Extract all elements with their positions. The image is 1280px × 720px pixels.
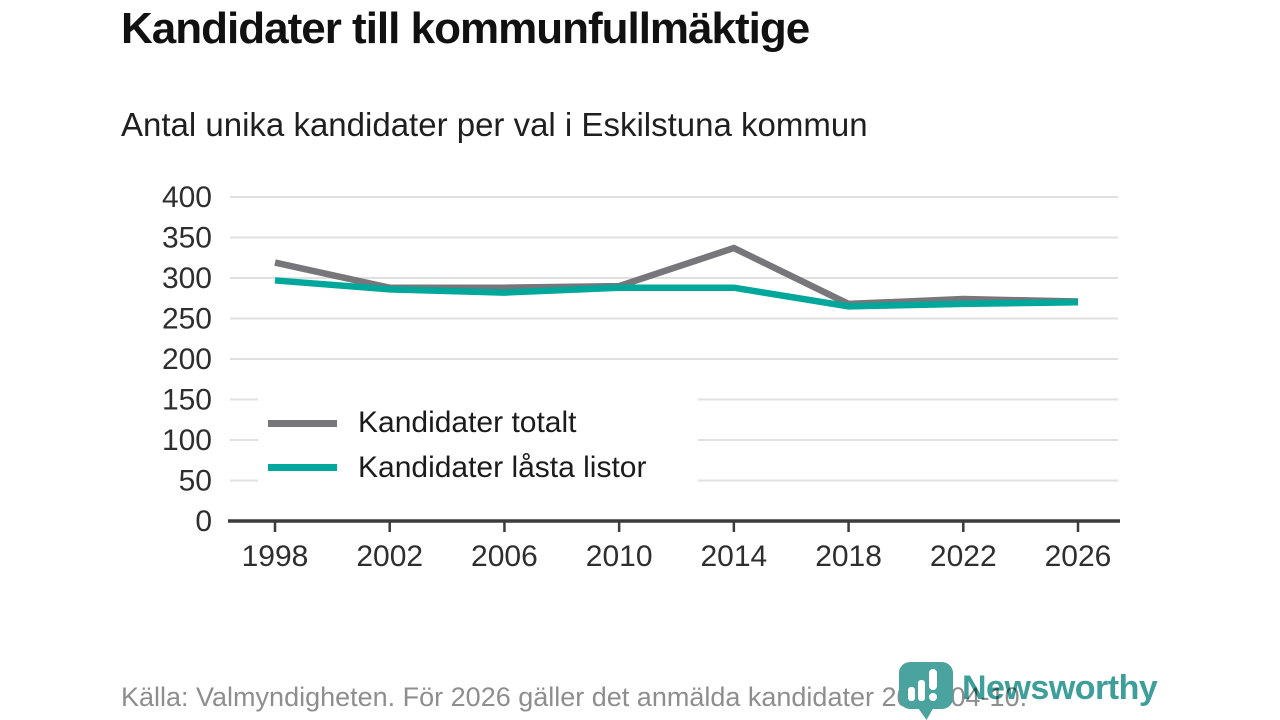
y-axis-tick-label: 50 xyxy=(179,465,212,498)
y-axis-tick-label: 250 xyxy=(162,303,212,336)
series-line-kandidater-totalt xyxy=(274,244,1079,308)
x-axis-tick-label: 2010 xyxy=(586,540,653,573)
x-axis-tick-label: 2026 xyxy=(1045,540,1112,573)
legend-label-locked-lists: Kandidater låsta listor xyxy=(358,450,647,484)
x-axis-tick-label: 2006 xyxy=(471,540,538,573)
x-axis-tick-label: 2002 xyxy=(356,540,423,573)
y-axis-tick-label: 350 xyxy=(162,222,212,255)
y-axis-tick-label: 100 xyxy=(162,424,212,457)
legend-item-total: Kandidater totalt xyxy=(258,406,698,440)
newsworthy-wordmark: Newsworthy xyxy=(962,669,1158,707)
legend-swatch-total xyxy=(268,419,337,427)
legend-item-locked-lists: Kandidater låsta listor xyxy=(258,451,698,485)
legend-swatch-locked-lists xyxy=(268,464,337,472)
x-axis-tick-label: 1998 xyxy=(242,540,309,573)
page-title: Kandidater till kommunfullmäktige xyxy=(121,4,810,53)
x-axis-tick-label: 2018 xyxy=(815,540,882,573)
series-line-kandidater-l-sta-listor xyxy=(274,277,1079,310)
legend-label-total: Kandidater totalt xyxy=(358,406,577,440)
y-axis-tick-label: 0 xyxy=(195,505,212,538)
x-axis-tick-label: 2014 xyxy=(700,540,767,573)
chart-legend: Kandidater totalt Kandidater låsta listo… xyxy=(258,396,698,495)
y-axis-tick-label: 200 xyxy=(162,343,212,376)
y-axis-tick-label: 150 xyxy=(162,384,212,417)
newsworthy-logo: Newsworthy xyxy=(898,661,1158,720)
source-note: Källa: Valmyndigheten. För 2026 gäller d… xyxy=(121,682,1028,712)
newsworthy-chart-bubble-icon xyxy=(899,662,953,720)
y-axis-tick-label: 300 xyxy=(162,262,212,295)
y-axis-tick-label: 400 xyxy=(162,181,212,214)
line-chart: 0 50 100 150 200 250 300 350 400 1998 2002 2006 2010… xyxy=(162,181,1120,573)
x-axis-tick-label: 2022 xyxy=(930,540,997,573)
chart-subtitle: Antal unika kandidater per val i Eskilst… xyxy=(121,106,868,143)
